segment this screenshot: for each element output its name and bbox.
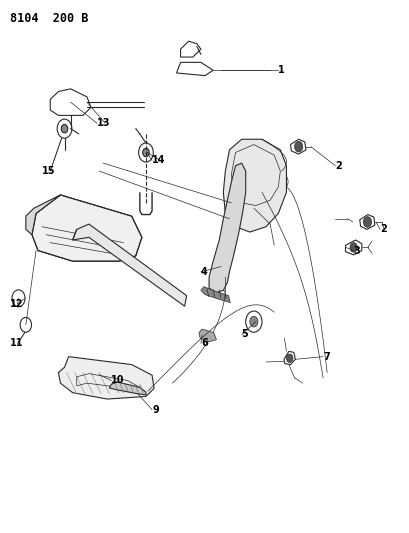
Polygon shape (223, 139, 286, 232)
Text: 5: 5 (241, 329, 248, 340)
Text: 11: 11 (9, 338, 23, 349)
Text: 9: 9 (152, 405, 158, 415)
Text: 3: 3 (353, 246, 360, 256)
Polygon shape (200, 287, 230, 303)
Polygon shape (209, 163, 245, 293)
Circle shape (61, 124, 67, 133)
Circle shape (286, 354, 292, 362)
Text: 12: 12 (9, 298, 23, 309)
Circle shape (294, 141, 302, 152)
Text: 13: 13 (97, 118, 110, 128)
Text: 14: 14 (152, 156, 165, 165)
Text: 7: 7 (322, 352, 329, 361)
Polygon shape (72, 224, 186, 306)
Text: 15: 15 (42, 166, 56, 176)
Text: 10: 10 (111, 375, 124, 385)
Circle shape (90, 371, 96, 378)
Circle shape (142, 148, 149, 157)
Polygon shape (198, 329, 216, 342)
Text: 1: 1 (278, 66, 284, 75)
Text: 4: 4 (200, 267, 207, 277)
Circle shape (349, 243, 356, 252)
Text: 2: 2 (379, 224, 386, 235)
Polygon shape (58, 357, 154, 399)
Circle shape (362, 216, 371, 227)
Polygon shape (109, 382, 146, 395)
Polygon shape (32, 195, 142, 261)
Polygon shape (26, 195, 60, 235)
Text: 8104  200 B: 8104 200 B (9, 12, 88, 25)
Circle shape (249, 317, 257, 327)
Text: 2: 2 (335, 161, 341, 171)
Text: 6: 6 (200, 338, 207, 349)
